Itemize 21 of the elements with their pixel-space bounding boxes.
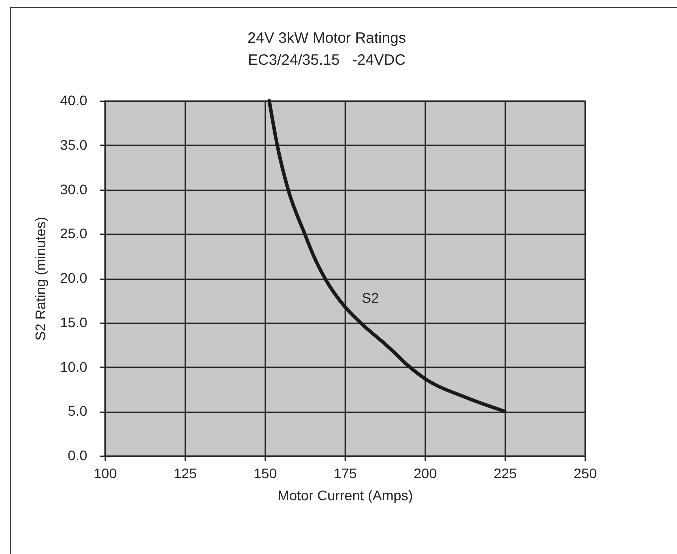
x-axis-title: Motor Current (Amps) (278, 488, 414, 504)
y-tick-label: 5.0 (68, 403, 88, 420)
x-tick-label: 225 (494, 466, 518, 482)
x-tick-label: 150 (254, 466, 278, 482)
x-tick-label: 250 (574, 466, 598, 482)
chart-subtitle: EC3/24/35.15 -24VDC (248, 52, 406, 69)
y-tick-label: 15.0 (60, 314, 88, 330)
x-tick-label: 200 (414, 466, 438, 482)
x-tick-label: 100 (94, 466, 118, 482)
x-tick-label: 175 (334, 466, 358, 482)
y-tick-label: 10.0 (60, 358, 88, 375)
y-tick-label: 0.0 (68, 448, 88, 464)
y-tick-label: 25.0 (60, 226, 88, 242)
y-tick-label: 20.0 (60, 270, 88, 286)
y-tick-label: 35.0 (60, 136, 88, 153)
x-tick-label: 125 (174, 466, 198, 482)
y-tick-label: 40.0 (60, 92, 88, 108)
y-tick-label: 30.0 (60, 181, 88, 198)
series-label: S2 (362, 290, 380, 306)
chart-title: 24V 3kW Motor Ratings (248, 30, 406, 47)
y-axis-title: S2 Rating (minutes) (32, 217, 48, 341)
